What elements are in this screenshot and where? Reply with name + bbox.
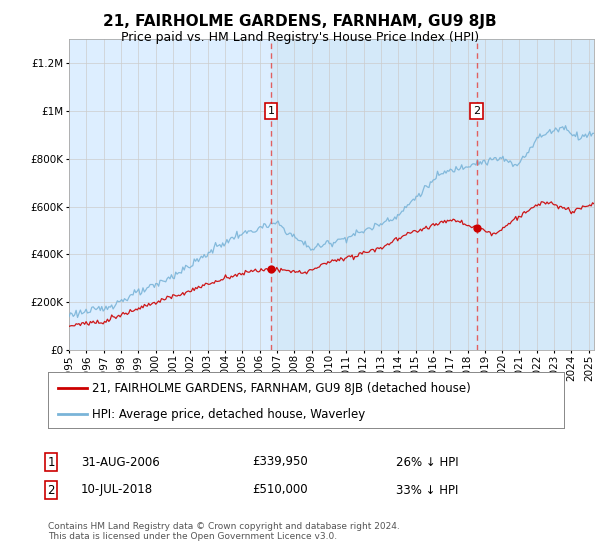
Text: 21, FAIRHOLME GARDENS, FARNHAM, GU9 8JB: 21, FAIRHOLME GARDENS, FARNHAM, GU9 8JB <box>103 14 497 29</box>
Text: 26% ↓ HPI: 26% ↓ HPI <box>396 455 458 469</box>
Text: 21, FAIRHOLME GARDENS, FARNHAM, GU9 8JB (detached house): 21, FAIRHOLME GARDENS, FARNHAM, GU9 8JB … <box>92 381 470 395</box>
Text: 2: 2 <box>473 106 480 116</box>
Text: £339,950: £339,950 <box>252 455 308 469</box>
Text: £510,000: £510,000 <box>252 483 308 497</box>
Text: Contains HM Land Registry data © Crown copyright and database right 2024.
This d: Contains HM Land Registry data © Crown c… <box>48 522 400 542</box>
Bar <box>271 39 594 350</box>
Text: HPI: Average price, detached house, Waverley: HPI: Average price, detached house, Wave… <box>92 408 365 421</box>
Text: 10-JUL-2018: 10-JUL-2018 <box>81 483 153 497</box>
Text: Price paid vs. HM Land Registry's House Price Index (HPI): Price paid vs. HM Land Registry's House … <box>121 31 479 44</box>
Text: 1: 1 <box>47 455 55 469</box>
Text: 33% ↓ HPI: 33% ↓ HPI <box>396 483 458 497</box>
Text: 31-AUG-2006: 31-AUG-2006 <box>81 455 160 469</box>
Text: 1: 1 <box>268 106 275 116</box>
Text: 2: 2 <box>47 483 55 497</box>
